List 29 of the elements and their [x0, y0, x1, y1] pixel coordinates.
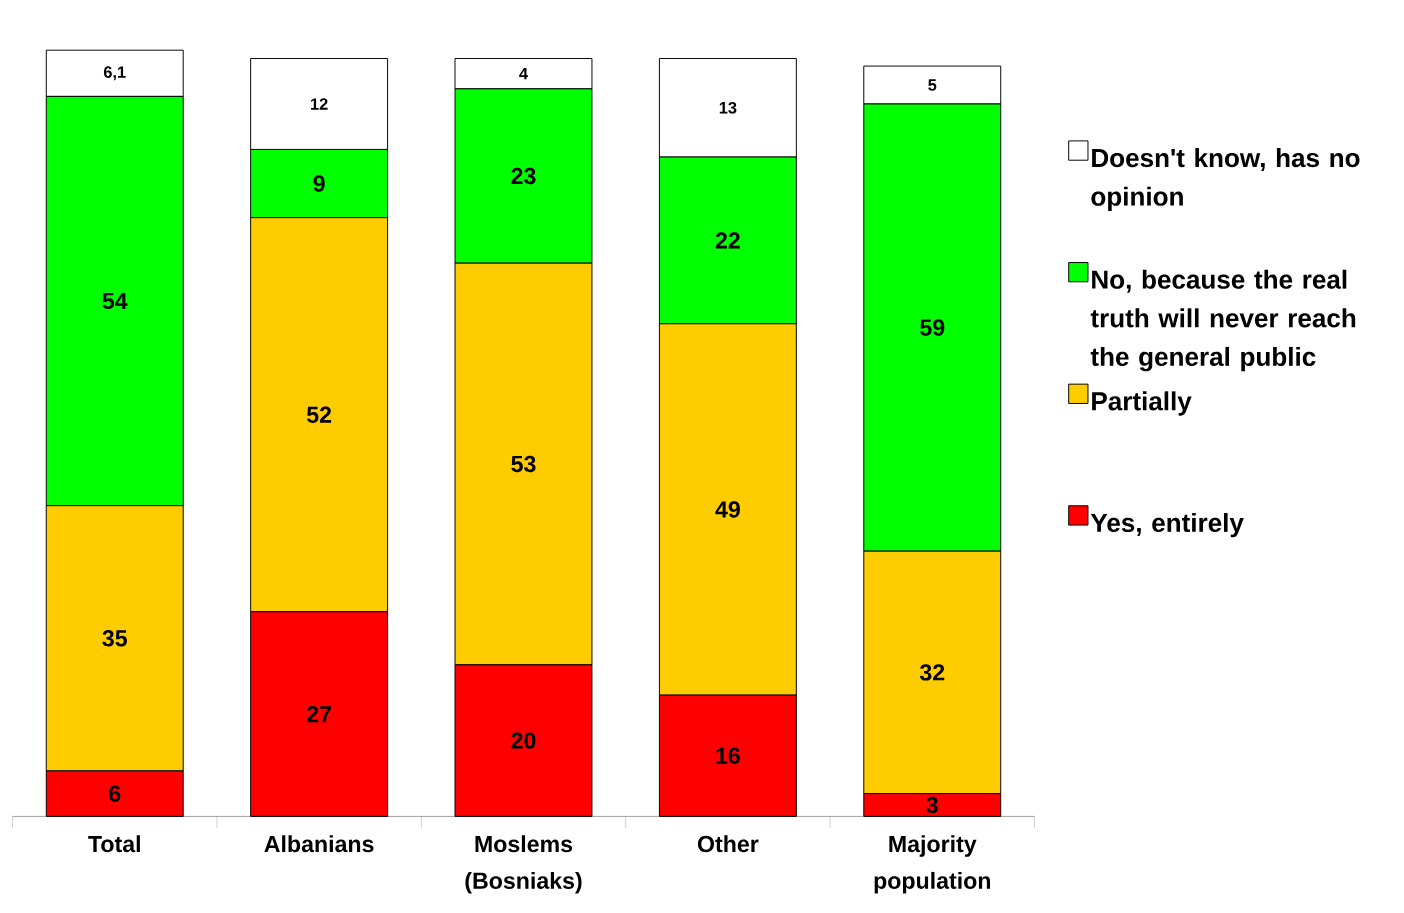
data-label: 16 [716, 747, 740, 765]
legend-label: Yes, entirely [1090, 513, 1244, 538]
data-label: 12 [311, 98, 328, 110]
data-label: 35 [102, 630, 127, 647]
data-label: 27 [307, 706, 331, 723]
data-label: 54 [102, 293, 128, 310]
x-tick-label: Total [88, 835, 140, 853]
data-label: 52 [306, 406, 332, 423]
legend-label: Doesn't know, has no opinion [1091, 148, 1360, 212]
data-label: 49 [715, 501, 740, 518]
legend-label: No, because the real truth will never reach the general public [1090, 269, 1356, 372]
data-label: 3 [926, 796, 938, 814]
data-label: 4 [519, 68, 528, 80]
data-label: 22 [715, 232, 740, 249]
data-label: 6 [109, 785, 121, 802]
legend-label: Partially [1092, 391, 1192, 416]
data-label: 20 [511, 732, 536, 749]
data-label: 59 [920, 319, 945, 336]
data-label: 9 [313, 175, 325, 192]
x-tick-label: Other [697, 835, 759, 853]
x-tick-label: Albanians [264, 835, 374, 853]
data-label: 32 [919, 664, 945, 681]
data-label: 5 [928, 79, 937, 91]
x-tick-label: Majority population [874, 835, 991, 894]
data-label: 53 [511, 455, 536, 473]
data-label: 13 [719, 102, 737, 114]
x-tick-label: Moslems (Bosniaks) [465, 835, 582, 894]
data-label: 23 [511, 167, 536, 185]
data-label: 6,1 [103, 66, 126, 81]
